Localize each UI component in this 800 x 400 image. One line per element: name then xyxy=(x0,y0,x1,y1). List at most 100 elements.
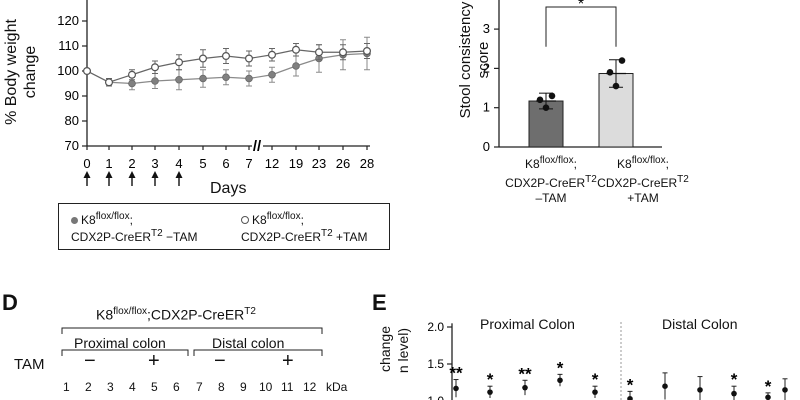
lane-7: 7 xyxy=(196,380,203,394)
tam-sign-4: + xyxy=(282,350,294,372)
bw-x-tick-label: 7 xyxy=(245,156,252,171)
tam-sign-2: + xyxy=(148,350,160,372)
bw-injection-arrowhead xyxy=(128,171,136,178)
lane-11: 11 xyxy=(281,380,294,394)
panel-e-label: E xyxy=(372,290,387,315)
legend-marker-filled xyxy=(71,217,78,224)
legend-item-minus-tam: K8flox/flox; CDX2P-CreERT2 −TAM xyxy=(71,211,198,244)
e-y-tick-label: 1.0 xyxy=(427,394,444,400)
bw-x-tick-label: 0 xyxy=(83,156,90,171)
stool-significance-star: * xyxy=(578,0,584,13)
legend-marker-open xyxy=(241,216,249,224)
e-significance-star: ** xyxy=(449,364,463,383)
bw-y-tick-label: 110 xyxy=(58,38,79,53)
e-significance-star: ** xyxy=(518,364,532,383)
bw-x-tick-label: 3 xyxy=(151,156,158,171)
stool-y-tick-label: 0 xyxy=(483,139,490,154)
lane-8: 8 xyxy=(218,380,225,394)
stool-y-tick-label: 2 xyxy=(483,60,490,75)
stool-consistency-chart: 0 1 2 3 * xyxy=(483,0,662,154)
stool-data-point xyxy=(542,104,550,111)
bw-point-plus-tam xyxy=(175,58,184,67)
lane-1: 1 xyxy=(63,380,70,394)
e-data-point xyxy=(487,389,493,395)
bw-y-tick-label: 70 xyxy=(65,138,79,153)
bw-injection-arrowhead xyxy=(83,171,91,178)
lane-numbers: 1 2 3 4 5 6 7 8 9 10 11 12 kDa xyxy=(60,380,350,396)
bw-point-minus-tam xyxy=(268,70,276,79)
lane-10: 10 xyxy=(259,380,273,394)
e-data-point xyxy=(731,390,737,397)
stool-data-point xyxy=(548,92,556,100)
bw-ylabel: % Body weight change xyxy=(3,19,39,125)
bw-x-tick-label: 5 xyxy=(199,156,206,171)
bw-point-plus-tam xyxy=(315,48,324,57)
bw-x-tick-label: 1 xyxy=(105,156,112,171)
tam-sign-1: − xyxy=(84,350,96,372)
tam-label: TAM xyxy=(14,356,45,373)
panel-d-brackets xyxy=(61,327,323,356)
kda-label: kDa xyxy=(326,380,348,394)
bw-legend: K8flox/flox; CDX2P-CreERT2 −TAM K8flox/f… xyxy=(58,203,390,250)
e-y-tick-label: 1.5 xyxy=(427,357,444,371)
bw-x-tick-label: 23 xyxy=(312,156,326,171)
bw-point-plus-tam xyxy=(339,48,348,57)
stool-cat-label-plus: K8flox/flox; CDX2P-CreERT2 +TAM xyxy=(597,155,689,205)
lane-6: 6 xyxy=(173,380,180,394)
distal-colon-label: Distal colon xyxy=(212,335,285,351)
stool-significance-bracket xyxy=(545,6,617,47)
bw-point-plus-tam xyxy=(104,78,113,87)
bw-x-tick-label: 19 xyxy=(289,156,303,171)
e-data-point xyxy=(627,395,633,400)
bw-x-tick-label: 28 xyxy=(360,156,374,171)
lane-3: 3 xyxy=(107,380,114,394)
lane-5: 5 xyxy=(151,380,158,394)
bw-x-tick-label: 4 xyxy=(175,156,182,171)
stool-data-point xyxy=(618,57,626,64)
bw-point-minus-tam xyxy=(175,75,183,84)
e-data-point xyxy=(557,377,563,384)
region-label-proximal: Proximal Colon xyxy=(480,316,575,332)
panel-d-label: D xyxy=(2,290,18,315)
bw-xlabel: Days xyxy=(210,180,247,197)
bw-injection-arrowhead xyxy=(105,171,113,178)
legend-item-plus-tam: K8flox/flox; CDX2P-CreERT2 +TAM xyxy=(241,211,368,244)
stool-y-tick-label: 3 xyxy=(483,21,490,36)
panel-d-title: K8flox/flox;CDX2P-CreERT2 xyxy=(96,306,256,323)
stool-data-point xyxy=(536,96,544,104)
bw-axis-break: // xyxy=(253,138,262,155)
bw-point-plus-tam xyxy=(151,63,160,72)
bw-point-minus-tam xyxy=(222,73,230,82)
lane-12: 12 xyxy=(303,380,317,394)
bw-point-plus-tam xyxy=(363,46,372,55)
proximal-colon-label: Proximal colon xyxy=(74,335,166,351)
bw-point-plus-tam xyxy=(245,54,254,63)
fold-change-chart: 1.01.52.0 ********** xyxy=(427,320,788,400)
bw-point-minus-tam xyxy=(151,77,159,85)
bw-point-minus-tam xyxy=(245,74,253,83)
e-significance-star: * xyxy=(487,370,494,389)
e-significance-star: * xyxy=(592,370,599,389)
stool-ylabel: Stool consistency score xyxy=(457,1,492,119)
bw-point-minus-tam xyxy=(292,62,300,70)
bw-injection-arrowhead xyxy=(151,171,159,178)
tam-sign-3: − xyxy=(214,350,226,372)
stool-y-tick-label: 1 xyxy=(483,100,490,115)
bw-injection-arrowhead xyxy=(175,171,183,178)
e-data-point xyxy=(765,394,771,400)
e-data-point xyxy=(697,387,703,393)
stool-cat-label-minus: K8flox/flox; CDX2P-CreERT2 –TAM xyxy=(505,155,597,205)
lane-2: 2 xyxy=(85,380,92,394)
e-significance-star: * xyxy=(557,358,564,377)
bw-point-minus-tam xyxy=(199,74,207,83)
e-y-tick-label: 2.0 xyxy=(427,320,444,334)
bw-point-plus-tam xyxy=(82,66,91,75)
bw-x-tick-label: 12 xyxy=(265,156,279,171)
panel-e-ylabel-1: change xyxy=(377,326,393,372)
bw-point-plus-tam xyxy=(268,50,277,59)
bw-y-tick-label: 120 xyxy=(57,13,79,28)
bw-x-tick-label: 26 xyxy=(336,156,350,171)
stool-data-point xyxy=(606,69,614,76)
bw-point-plus-tam xyxy=(199,54,208,63)
